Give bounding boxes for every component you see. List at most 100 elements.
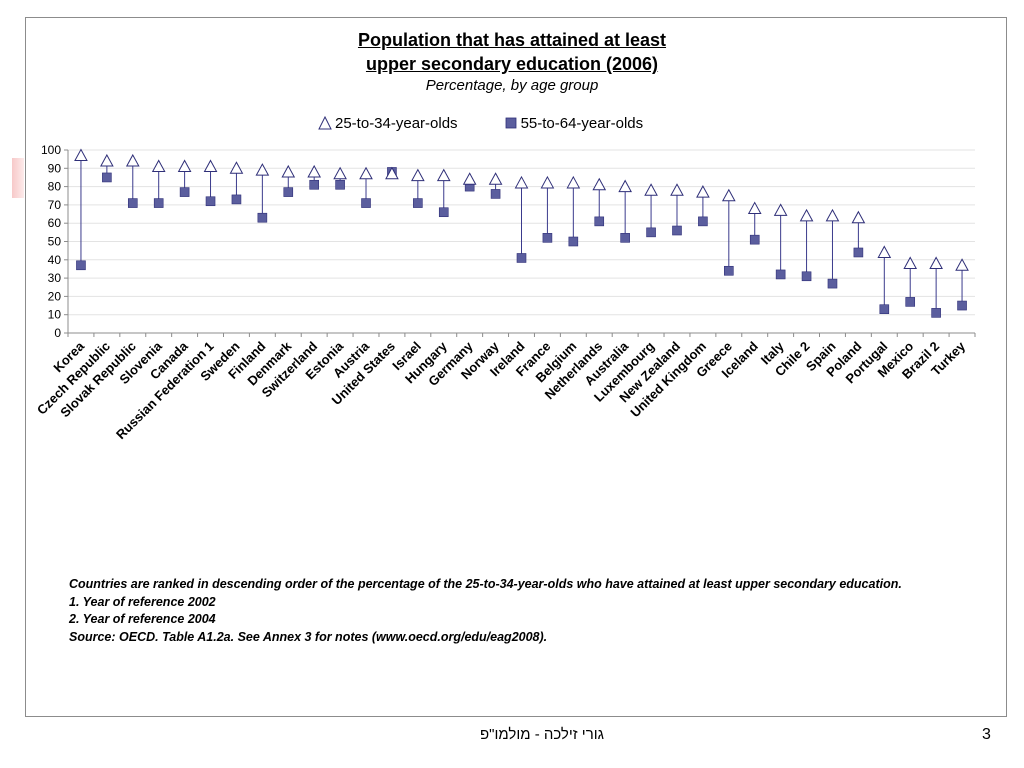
point-55-64-norway: [490, 189, 501, 199]
point-25-34-spain: [825, 208, 840, 222]
chart-markers: [74, 148, 969, 318]
chart-notes: Countries are ranked in descending order…: [69, 576, 929, 646]
point-55-64-poland: [853, 247, 864, 258]
point-25-34-belgium: [566, 175, 581, 189]
y-tick-label-20: 20: [48, 289, 62, 303]
point-55-64-turkey: [957, 300, 967, 311]
chart-legend: 25-to-34-year-olds 55-to-64-year-olds: [318, 113, 689, 133]
point-55-64-ireland: [516, 253, 527, 263]
point-25-34-hungary: [436, 168, 451, 182]
point-25-34-sweden: [229, 161, 244, 174]
legend-label-55-64: 55-to-64-year-olds: [520, 114, 644, 132]
point-55-64-new-zealand: [672, 225, 682, 236]
point-55-64-hungary: [438, 207, 449, 218]
slide-footer: גורי זילכה - מולמו"פ: [480, 726, 604, 743]
note-reference-2002: 1. Year of reference 2002: [69, 594, 216, 609]
y-tick-label-60: 60: [48, 216, 62, 230]
point-55-64-russian-federation-1: [205, 196, 216, 207]
point-25-34-finland: [255, 163, 270, 176]
point-55-64-austria: [361, 198, 371, 208]
point-55-64-belgium: [568, 236, 579, 247]
point-25-34-netherlands: [592, 177, 607, 191]
y-tick-label-50: 50: [48, 235, 62, 249]
point-25-34-estonia: [333, 166, 347, 180]
point-25-34-slovenia: [151, 159, 166, 172]
chart-title-line-2: upper secondary education (2006): [365, 54, 659, 74]
point-25-34-france: [540, 175, 555, 189]
y-tick-label-30: 30: [48, 271, 62, 285]
point-55-64-czech-republic: [102, 172, 112, 183]
point-25-34-brazil-2: [929, 256, 943, 269]
point-55-64-slovenia: [153, 198, 164, 208]
chart-subtitle: Percentage, by age group: [425, 77, 599, 94]
point-55-64-finland: [257, 212, 268, 223]
point-25-34-turkey: [955, 258, 969, 271]
point-25-34-austria: [359, 166, 373, 180]
point-25-34-iceland: [747, 201, 762, 215]
y-tick-label-90: 90: [48, 161, 62, 175]
point-25-34-canada: [177, 159, 192, 172]
point-25-34-russian-federation-1: [203, 159, 218, 172]
slide-frame: [25, 17, 1007, 717]
point-25-34-poland: [851, 210, 866, 224]
point-25-34-czech-republic: [100, 153, 114, 167]
y-tick-label-70: 70: [48, 198, 62, 212]
point-25-34-portugal: [877, 245, 892, 258]
point-25-34-ireland: [514, 175, 529, 189]
page-number: 3: [982, 726, 991, 743]
y-tick-label-40: 40: [48, 253, 62, 267]
point-25-34-united-kingdom: [696, 185, 710, 198]
y-tick-label-0: 0: [54, 326, 61, 340]
chart-axes: [64, 149, 976, 337]
point-55-64-sweden: [231, 194, 242, 205]
y-tick-label-100: 100: [41, 143, 61, 157]
slide-accent-bar: [12, 158, 24, 198]
point-55-64-luxembourg: [646, 227, 656, 238]
point-55-64-mexico: [905, 297, 916, 307]
point-25-34-norway: [488, 172, 503, 185]
point-25-34-israel: [411, 168, 425, 182]
chart-connectors: [80, 160, 963, 313]
point-55-64-estonia: [335, 179, 345, 190]
point-55-64-switzerland: [309, 179, 319, 190]
point-55-64-iceland: [749, 234, 760, 245]
point-55-64-portugal: [879, 304, 890, 315]
point-25-34-italy: [773, 203, 788, 216]
point-55-64-netherlands: [594, 216, 605, 227]
point-55-64-united-kingdom: [698, 216, 708, 227]
point-55-64-israel: [413, 198, 423, 208]
legend-label-25-34: 25-to-34-year-olds: [335, 114, 458, 132]
point-55-64-france: [542, 233, 553, 243]
point-55-64-brazil-2: [931, 308, 941, 318]
point-55-64-denmark: [283, 187, 294, 197]
note-source: Source: OECD. Table A1.2a. See Annex 3 f…: [69, 629, 548, 644]
note-reference-2004: 2. Year of reference 2004: [69, 612, 216, 626]
legend-item-25-34: 25-to-34-year-olds: [318, 115, 458, 132]
point-25-34-korea: [74, 148, 88, 161]
square-marker-icon: [505, 117, 516, 129]
point-25-34-united-states: [385, 166, 399, 180]
point-25-34-germany: [462, 172, 477, 185]
point-25-34-switzerland: [307, 164, 322, 178]
point-25-34-denmark: [281, 164, 296, 178]
point-25-34-new-zealand: [670, 183, 684, 196]
legend-item-55-64: 55-to-64-year-olds: [504, 114, 644, 132]
point-55-64-slovak-republic: [127, 198, 138, 208]
point-25-34-australia: [618, 179, 632, 193]
triangle-marker-icon: [318, 116, 332, 130]
point-55-64-spain: [827, 278, 838, 289]
point-25-34-luxembourg: [644, 183, 658, 196]
point-55-64-australia: [620, 233, 630, 243]
point-55-64-canada: [179, 187, 190, 197]
chart-title-line-1: Population that has attained at least: [357, 30, 667, 50]
point-25-34-mexico: [903, 256, 918, 269]
point-55-64-italy: [775, 269, 786, 280]
y-tick-label-80: 80: [48, 180, 62, 194]
point-55-64-greece: [724, 265, 734, 276]
y-tick-label-10: 10: [48, 308, 62, 322]
point-55-64-chile-2: [801, 271, 812, 282]
note-ranking: Countries are ranked in descending order…: [69, 577, 902, 591]
point-25-34-greece: [721, 188, 736, 202]
